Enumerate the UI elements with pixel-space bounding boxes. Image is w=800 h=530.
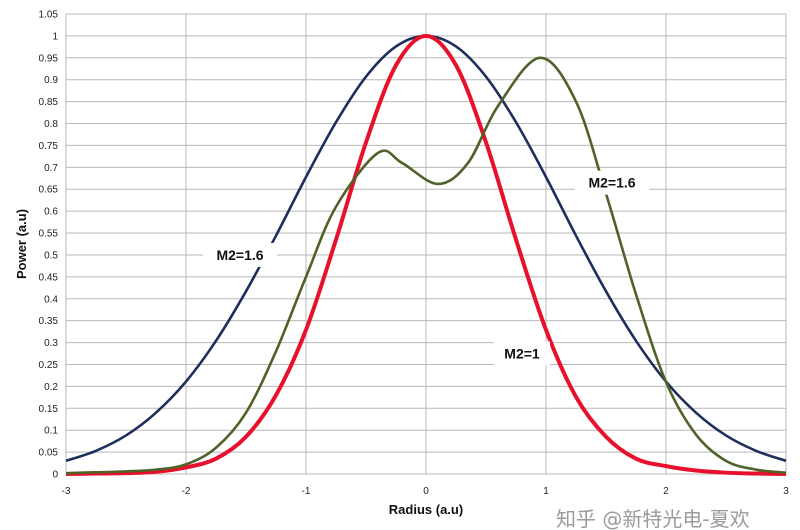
y-tick-label: 0.15 [39,404,59,415]
y-tick-label: 0.6 [44,207,58,218]
y-tick-label: 1 [52,31,58,42]
y-tick-label: 0.65 [39,185,59,196]
y-tick-label: 0.1 [44,426,58,437]
y-tick-label: 0.75 [39,141,59,152]
y-tick-label: 1.05 [39,10,59,21]
x-tick-label: -3 [62,486,71,497]
y-tick-label: 0.95 [39,53,59,64]
y-tick-label: 0.9 [44,75,58,86]
series-annotation: M2=1.6 [588,175,635,191]
series-annotation: M2=1 [504,346,540,362]
annotation-background [575,170,649,195]
y-tick-label: 0.45 [39,272,59,283]
x-tick-label: 0 [423,486,429,497]
series-line-3 [65,56,787,475]
watermark: 知乎 @新特光电-夏欢 [556,507,750,530]
y-tick-label: 0.5 [44,250,58,261]
y-axis-ticks: 0 0.05 0.1 0.15 0.2 0.25 0.3 0.35 0.4 0.45 0.5 0.55… [39,10,59,481]
x-tick-label: 2 [663,486,669,497]
y-tick-label: 0.05 [39,448,59,459]
y-tick-label: 0.2 [44,382,58,393]
y-tick-label: 0.7 [44,163,58,174]
y-tick-label: 0 [52,470,58,481]
y-tick-label: 0.55 [39,229,59,240]
x-axis-ticks: -3 -2 -1 0 1 2 3 [62,486,790,497]
x-tick-label: -1 [302,486,311,497]
y-tick-label: 0.8 [44,119,58,130]
annotations: M2=1.6 M2=1.6 M2=1 [203,170,649,366]
series-lines [65,33,787,476]
x-tick-label: 3 [783,486,789,497]
annotation-background [203,242,277,267]
y-axis-title: Power (a.u) [14,209,29,279]
y-tick-label: 0.85 [39,97,59,108]
grid [65,13,787,475]
x-tick-label: -2 [182,486,191,497]
y-tick-label: 0.3 [44,338,58,349]
y-tick-label: 0.25 [39,360,59,371]
series-annotation: M2=1.6 [216,247,263,263]
y-tick-label: 0.4 [44,294,58,305]
x-axis-title: Radius (a.u) [389,502,463,517]
series-line-2 [65,33,787,476]
annotation-background [494,341,550,366]
x-tick-label: 1 [543,486,549,497]
y-tick-label: 0.35 [39,316,59,327]
